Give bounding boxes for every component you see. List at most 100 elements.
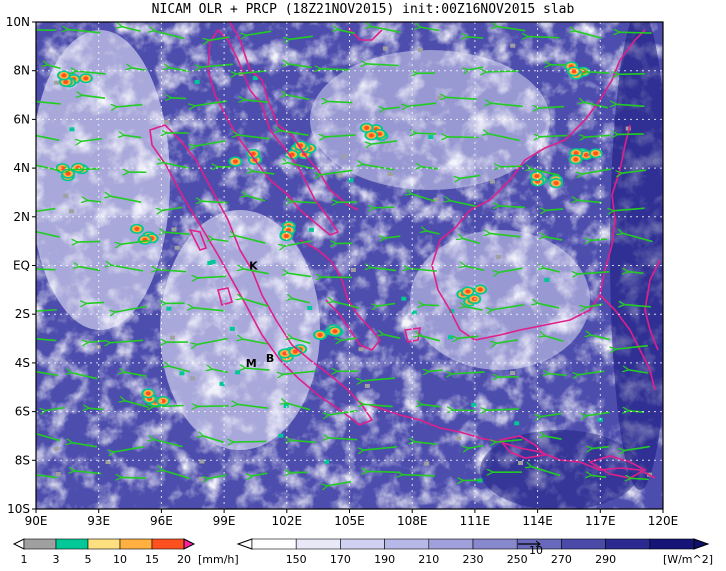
wind-vector [416,133,437,134]
olr-colorbar-label: 170 [330,553,351,566]
wind-vector [71,373,98,380]
place-marker-b: B [266,352,274,365]
wind-vector [591,335,610,341]
wind-vector [341,337,357,340]
wind-vector [77,241,101,242]
coastlines [149,22,661,479]
wind-vector [82,95,106,99]
olr-colorbar-swatch [649,538,695,550]
wind-vector [531,467,561,477]
precip-cell [448,335,454,340]
wind-vector [622,233,653,243]
wind-vector [490,103,523,108]
wind-vector [624,445,651,451]
wind-vector [377,302,396,306]
olr-colorbar-swatch [340,538,385,550]
wind-vector [284,240,312,246]
wind-vector [496,339,519,343]
wind-vector [237,404,269,409]
lon-tick-label: 99E [213,514,236,528]
precip-cell [53,446,59,451]
precip-cell [174,245,180,250]
precip-colorbar-label: 5 [85,553,92,566]
precip-cell [179,371,185,376]
olr-colorbar-swatch [251,538,297,550]
reference-vector-label: 10 [529,544,543,557]
wind-vector [36,135,60,142]
wind-vector [327,101,353,102]
wind-vector [613,207,645,211]
wind-vector [545,436,562,440]
wind-vector [242,298,269,307]
wind-vector [587,72,610,73]
wind-vector [591,475,607,477]
olr-colorbar-max-arrow [693,538,710,550]
wind-vector [246,30,272,35]
precip-cell [134,226,140,231]
precip-cell [65,171,71,176]
wind-vector [630,478,649,479]
wind-vector [531,169,560,176]
wind-vector [414,442,437,446]
precip-cell [517,460,523,465]
olr-colorbar-min-arrow [236,538,253,550]
wind-vector [245,368,270,370]
wind-vector [327,480,352,486]
wind-vector [286,95,310,101]
wind-vectors [36,26,653,486]
wind-vector [338,30,355,35]
precip-cell [510,43,516,48]
precip-cell [437,95,443,100]
wind-vector [458,336,479,338]
place-markers: K M B [246,260,274,370]
precip-cell [489,179,495,184]
wind-vector [124,372,147,377]
wind-vector [76,71,106,75]
wind-vector [468,66,484,70]
wind-vector [492,303,524,310]
wind-vector [79,267,101,272]
precip-cell [198,476,204,481]
wind-vector [111,265,144,272]
precip-cell [164,120,170,125]
wind-vector [162,162,190,169]
precip-cell [292,349,298,354]
wind-vector [212,369,229,374]
precip-cell [252,76,258,81]
olr-colorbar-label: 270 [551,553,572,566]
wind-vector [152,406,184,407]
lon-tick-label: 117E [585,514,616,528]
wind-vector [371,140,398,144]
wind-vector [292,338,311,345]
wind-vector [446,97,477,99]
lat-tick-label: 4N [13,161,30,175]
wind-vector [486,71,520,72]
olr-colorbar-swatch [428,538,474,550]
precip-colorbar-label: 1 [21,553,28,566]
wind-vector [486,409,520,410]
wind-vector [72,443,98,448]
wind-vector [252,472,268,476]
wind-vector [70,169,100,170]
lat-tick-label: 8N [13,64,30,78]
precip-colorbar-min-arrow [12,538,25,550]
wind-vector [243,269,269,275]
precip-cell [348,178,354,183]
wind-vector [460,174,481,178]
wind-vector [420,335,441,342]
wind-vector [538,107,565,108]
figure-title: NICAM OLR + PRCP (18Z21NOV2015) init:00Z… [151,2,575,17]
lat-tick-label: 4S [15,356,30,370]
wind-vector [465,306,483,311]
precip-cell [571,69,577,74]
lon-tick-label: 111E [460,514,491,528]
precip-cell [232,159,238,164]
wind-vector [320,69,350,70]
wind-vector [592,447,610,449]
wind-vector [548,374,567,376]
precip-cell [53,80,59,85]
olr-colorbar-swatch [295,538,341,550]
wind-vector [463,238,481,245]
wind-vector [499,206,525,207]
precip-cell [514,421,520,426]
